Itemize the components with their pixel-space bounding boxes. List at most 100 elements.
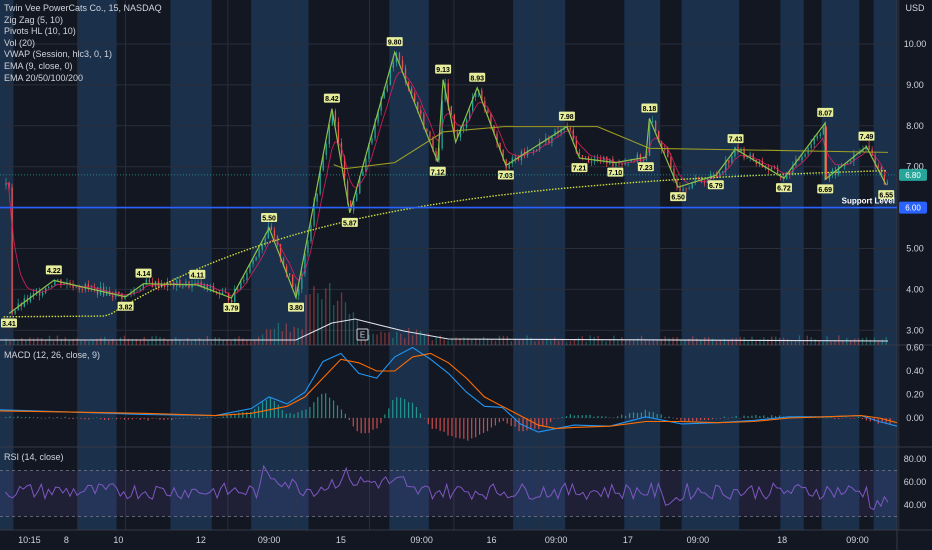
- pivot-label-box-12: [429, 166, 446, 176]
- pivot-label-5: 3.79: [225, 305, 239, 312]
- macd-hist-bar: [348, 418, 350, 421]
- volume-bar: [285, 323, 288, 345]
- legend-item-ema-multi[interactable]: EMA 20/50/100/200: [4, 72, 84, 83]
- macd-hist-bar: [159, 418, 161, 420]
- legend-item-pivots[interactable]: Pivots HL (10, 10): [4, 26, 76, 37]
- candle-body: [87, 284, 90, 288]
- volume-bar: [715, 341, 718, 345]
- candle-body: [834, 169, 837, 175]
- macd-hist-bar: [842, 418, 844, 419]
- pivot-label-11: 9.13: [436, 67, 450, 74]
- macd-hist-bar: [151, 418, 153, 419]
- macd-hist-bar: [778, 415, 781, 418]
- macd-hist-bar: [494, 418, 496, 426]
- volume-bar: [822, 341, 824, 345]
- candle-body: [209, 285, 212, 289]
- candle-body: [801, 156, 803, 161]
- candle-body: [316, 193, 318, 202]
- candle-body: [365, 159, 367, 172]
- macd-hist-bar: [664, 417, 666, 418]
- macd-hist-bar: [289, 413, 291, 418]
- pivot-label-box-20: [670, 192, 687, 202]
- candle-body: [78, 287, 80, 290]
- legend-item-volume[interactable]: Vol (20): [4, 37, 36, 48]
- volume-bar: [423, 333, 426, 345]
- macd-hist-bar: [471, 418, 473, 439]
- candle-body: [664, 149, 666, 150]
- session-band-9: [821, 0, 860, 530]
- macd-line: [0, 346, 898, 433]
- volume-bar: [443, 339, 445, 345]
- pivot-label-box-15: [558, 111, 575, 121]
- volume-bar: [565, 341, 568, 345]
- candle-body: [75, 287, 77, 289]
- macd-hist-bar: [297, 412, 299, 418]
- macd-hist-bar: [171, 418, 173, 421]
- legend-item-vwap[interactable]: VWAP (Session, hlc3, 0, 1): [4, 49, 113, 60]
- macd-hist-bar: [680, 418, 682, 421]
- legend-item-zigzag[interactable]: Zig Zag (5, 10): [4, 14, 64, 25]
- macd-hist-bar: [305, 409, 307, 418]
- volume-bar: [404, 338, 406, 345]
- legend-item-ema[interactable]: EMA (9, close, 0): [4, 60, 73, 71]
- candle-body: [450, 106, 452, 115]
- macd-hist-bar: [443, 418, 445, 432]
- pivot-label-23: 6.72: [777, 186, 791, 193]
- macd-hist-bar: [530, 418, 532, 430]
- volume-bar: [838, 335, 840, 345]
- volume-bar: [842, 341, 844, 345]
- volume-bar: [510, 341, 512, 345]
- macd-hist-bar: [857, 416, 860, 418]
- macd-hist-bar: [597, 416, 599, 418]
- macd-hist-bar: [313, 402, 315, 418]
- candle-body: [728, 160, 730, 163]
- candle-body: [703, 181, 706, 183]
- session-band-10: [873, 0, 897, 530]
- volume-bar: [585, 341, 587, 345]
- rsi-line: [5, 464, 889, 511]
- candle-body: [459, 129, 462, 138]
- candle-body: [38, 291, 41, 296]
- volume-bar: [553, 337, 556, 345]
- candle-body: [179, 280, 181, 288]
- macd-hist-bar: [822, 417, 824, 419]
- candle-body: [212, 285, 215, 292]
- candle-body: [411, 88, 413, 94]
- macd-hist-bar: [175, 418, 177, 419]
- candle-body: [29, 295, 32, 302]
- candle-body: [514, 157, 516, 159]
- candle-body: [273, 230, 276, 237]
- macd-hist-bar: [557, 418, 560, 419]
- volume-bar: [569, 341, 572, 345]
- candle-body: [353, 200, 355, 211]
- macd-hist-bar: [376, 418, 378, 429]
- macd-hist-bar: [506, 418, 508, 424]
- volume-bar: [625, 340, 627, 345]
- macd-hist-bar: [475, 418, 477, 438]
- macd-hist-bar: [478, 418, 481, 435]
- macd-hist-bar: [451, 418, 453, 437]
- candle-body: [468, 110, 471, 120]
- volume-bar: [644, 339, 647, 345]
- time-tick-3: 12: [196, 535, 206, 545]
- macd-pane-label[interactable]: MACD (12, 26, close, 9): [4, 350, 101, 360]
- volume-bar: [636, 338, 639, 345]
- macd-hist-bar: [672, 417, 674, 419]
- volume-bar: [498, 335, 501, 345]
- volume-bar: [396, 331, 398, 345]
- macd-hist-bar: [869, 418, 871, 422]
- rsi-pane-label[interactable]: RSI (14, close): [4, 452, 64, 462]
- volume-bar: [459, 337, 461, 345]
- candle-body: [102, 286, 105, 296]
- candle-body: [276, 236, 279, 245]
- session-band-7: [681, 0, 740, 530]
- session-band-1: [77, 0, 117, 530]
- candle-body: [380, 98, 382, 111]
- volume-bar: [340, 292, 343, 345]
- candle-body: [417, 101, 419, 111]
- pivot-label-14: 7.03: [499, 173, 513, 180]
- macd-hist-bar: [100, 418, 102, 420]
- volume-bar: [755, 340, 757, 345]
- macd-hist-bar: [727, 418, 729, 419]
